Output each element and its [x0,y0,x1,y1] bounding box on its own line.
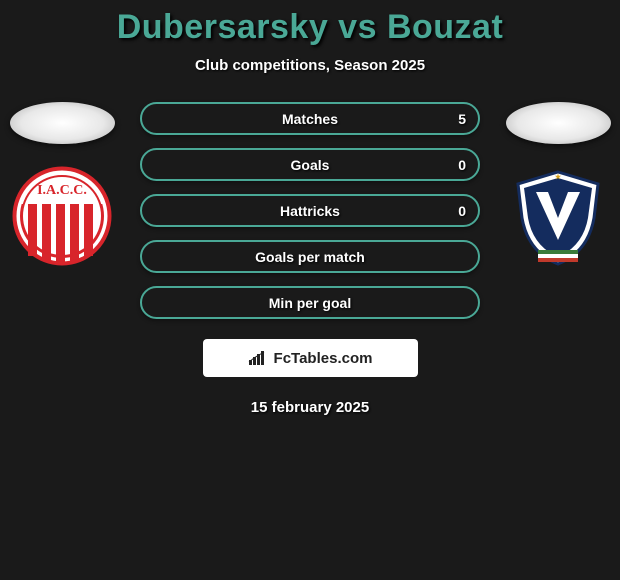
page-title: Dubersarsky vs Bouzat [0,8,620,47]
stat-row-goals-per-match: Goals per match [140,240,480,273]
player-right-avatar [506,102,611,144]
player-left-avatar [10,102,115,144]
brand-badge[interactable]: FcTables.com [203,339,418,377]
club-left-logo: I.A.C.C. [12,166,112,266]
stat-right-val: 5 [458,111,466,127]
stat-row-hattricks: Hattricks 0 [140,194,480,227]
stat-label: Matches [282,111,338,127]
stat-row-min-per-goal: Min per goal [140,286,480,319]
stat-row-matches: Matches 5 [140,102,480,135]
stat-row-goals: Goals 0 [140,148,480,181]
subtitle: Club competitions, Season 2025 [0,57,620,74]
stat-label: Min per goal [269,295,351,311]
stat-right-val: 0 [458,157,466,173]
player-right-col: ★ [498,102,618,266]
date-label: 15 february 2025 [0,399,620,416]
club-right-logo: ★ [508,166,608,266]
content-row: I.A.C.C. Matches 5 Goals 0 Hattricks 0 [0,102,620,319]
stat-right-val: 0 [458,203,466,219]
brand-text: FcTables.com [274,350,373,367]
stat-label: Goals [291,157,330,173]
player-left-col: I.A.C.C. [2,102,122,266]
stat-label: Hattricks [280,203,340,219]
bar-chart-icon [248,350,268,366]
stat-label: Goals per match [255,249,365,265]
comparison-card: Dubersarsky vs Bouzat Club competitions,… [0,0,620,416]
stats-column: Matches 5 Goals 0 Hattricks 0 Goals per … [140,102,480,319]
svg-text:★: ★ [555,173,562,181]
iacc-badge-icon: I.A.C.C. [12,166,112,266]
velez-badge-icon: ★ [508,166,608,266]
svg-text:I.A.C.C.: I.A.C.C. [37,183,87,198]
